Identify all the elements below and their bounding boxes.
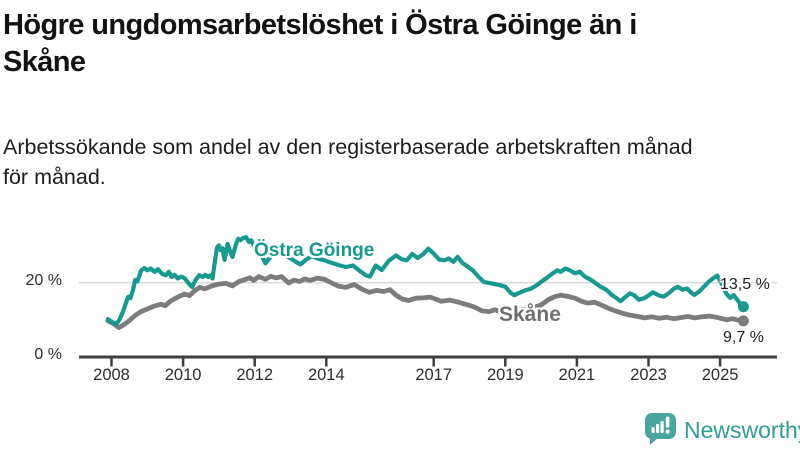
- newsworthy-wordmark: Newsworthy: [684, 417, 800, 443]
- x-tick-label-2014: 2014: [307, 366, 345, 384]
- speech-bubble-tail: [650, 437, 659, 445]
- bar-chart-icon: [651, 416, 670, 434]
- x-tick-label-2012: 2012: [236, 366, 274, 384]
- x-tick-label-2025: 2025: [701, 366, 739, 384]
- y-tick-label-0: 0 %: [34, 346, 62, 363]
- x-tick-label-2023: 2023: [630, 366, 667, 384]
- series-label-skane: Skåne: [499, 303, 561, 326]
- end-value-label-skane: 9,7 %: [723, 329, 764, 346]
- subtitle-line-1: Arbetssökande som andel av den registerb…: [3, 135, 693, 159]
- series-endpoint-dot-ostra-goinge: [737, 301, 749, 313]
- title-line-2: Skåne: [3, 46, 86, 78]
- subtitle-line-2: för månad.: [3, 165, 106, 189]
- page-title: Högre ungdomsarbetslöshet i Östra Göinge…: [3, 7, 787, 81]
- chart-subtitle: Arbetssökande som andel av den registerb…: [3, 132, 773, 192]
- x-tick-label-2008: 2008: [93, 366, 130, 384]
- title-line-1: Högre ungdomsarbetslöshet i Östra Göinge…: [3, 9, 637, 41]
- x-tick-label-2019: 2019: [486, 366, 524, 384]
- series-line-ostra-goinge: [105, 235, 746, 326]
- end-value-label-ostra-goinge: 13,5 %: [720, 276, 770, 293]
- y-tick-label-20: 20 %: [25, 271, 62, 289]
- x-tick-label-2021: 2021: [558, 366, 596, 384]
- x-tick-label-2010: 2010: [164, 366, 202, 384]
- series-endpoint-dot-skane: [737, 315, 749, 327]
- bar-chart-speech-bubble-icon: [645, 413, 676, 445]
- x-tick-label-2017: 2017: [415, 366, 453, 384]
- series-label-ostra-goinge: Östra Göinge: [254, 240, 375, 261]
- newsworthy-logo: Newsworthy: [645, 413, 800, 447]
- series-line-skane: [105, 273, 746, 331]
